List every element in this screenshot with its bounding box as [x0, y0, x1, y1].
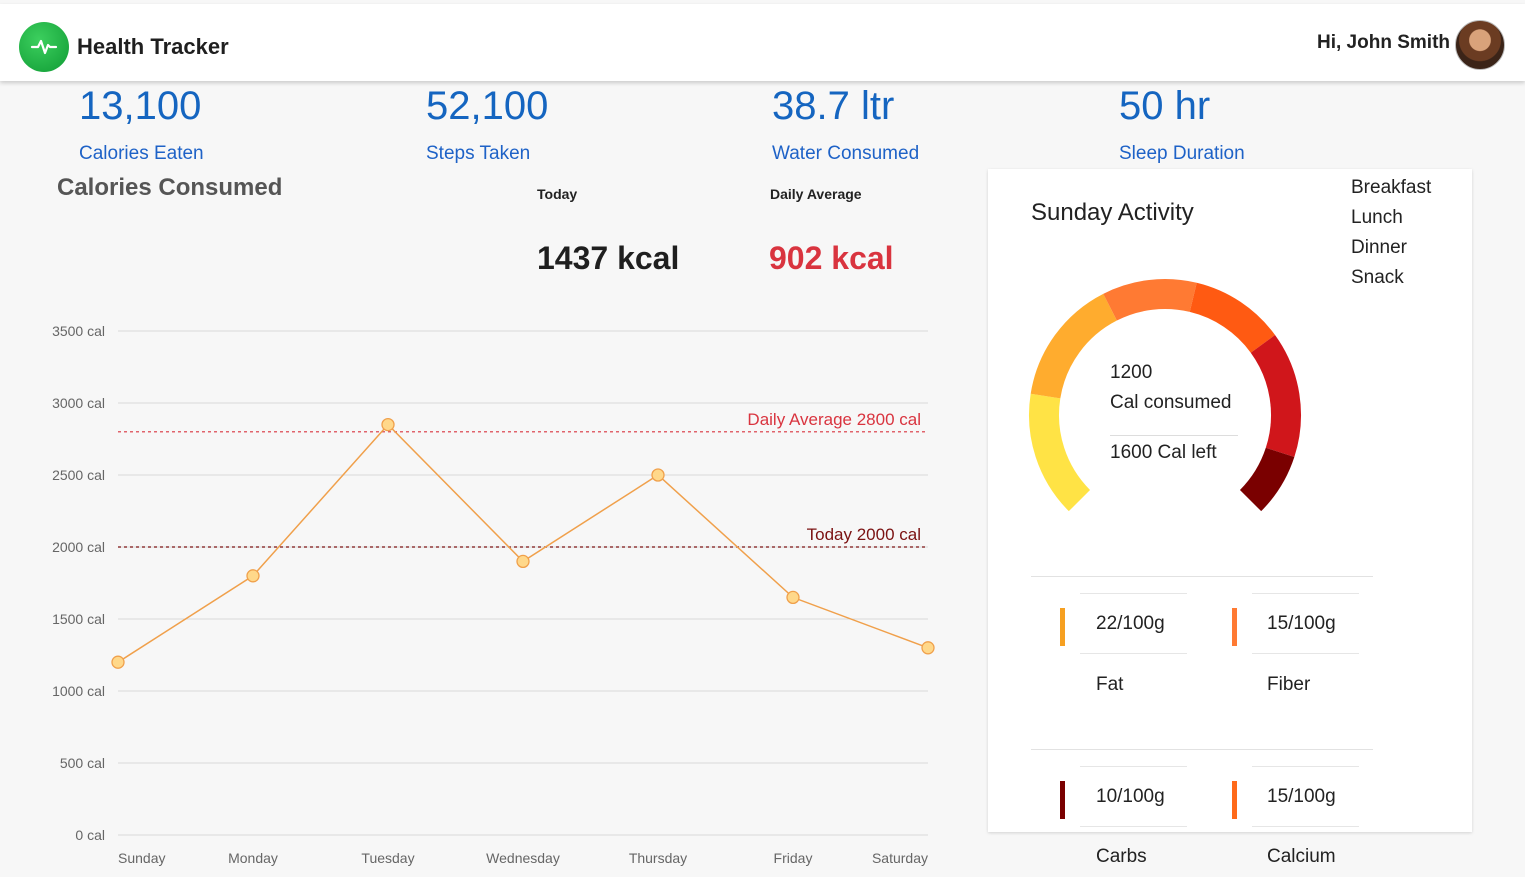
today-label: Today: [537, 186, 578, 202]
section-title: Calories Consumed: [57, 174, 283, 201]
today-kcal: 1437 kcal: [537, 240, 680, 276]
x-tick-label: Wednesday: [486, 850, 560, 866]
stat-label: Steps Taken: [426, 143, 531, 164]
x-tick-label: Monday: [228, 850, 278, 866]
divider: [1252, 593, 1359, 594]
stat-water-consumed: 38.7 ltr Water Consumed: [772, 84, 919, 164]
y-tick-label: 1500 cal: [52, 611, 105, 627]
divider: [1031, 749, 1373, 750]
gauge-segment: [1030, 293, 1118, 399]
calcium-label: Calcium: [1267, 846, 1336, 867]
x-tick-label: Sunday: [118, 850, 165, 866]
divider: [1080, 593, 1187, 594]
divider: [1080, 766, 1187, 767]
carbs-color-bar: [1060, 781, 1065, 819]
fiber-color-bar: [1232, 608, 1237, 646]
divider: [1031, 576, 1373, 577]
y-tick-label: 2000 cal: [52, 539, 105, 555]
app-title: Health Tracker: [77, 34, 229, 59]
y-tick-label: 500 cal: [60, 755, 105, 771]
calorie-gauge: [1029, 279, 1301, 512]
calcium-value: 15/100g: [1267, 786, 1336, 807]
y-tick-label: 1000 cal: [52, 683, 105, 699]
user-avatar[interactable]: [1455, 20, 1505, 70]
daily-average-kcal: 902 kcal: [769, 240, 894, 276]
y-tick-label: 3500 cal: [52, 323, 105, 339]
divider: [1080, 653, 1187, 654]
data-point: [111, 655, 125, 669]
divider: [1252, 766, 1359, 767]
divider: [1080, 826, 1187, 827]
heartbeat-icon[interactable]: [19, 22, 69, 72]
top-bar: Health Tracker Hi, John Smith: [0, 4, 1525, 81]
user-greeting: Hi, John Smith: [1317, 32, 1450, 53]
stat-value: 52,100: [426, 84, 549, 128]
fat-color-bar: [1060, 608, 1065, 646]
card-title: Sunday Activity: [1031, 199, 1194, 226]
gauge-left-label: 1600 Cal left: [1110, 442, 1217, 463]
stat-value: 13,100: [79, 84, 202, 128]
data-point: [786, 590, 800, 605]
gauge-segment: [1250, 335, 1301, 458]
carbs-label: Carbs: [1096, 846, 1147, 867]
gauge-segment: [1239, 447, 1295, 512]
divider: [1252, 826, 1359, 827]
x-tick-label: Thursday: [629, 850, 687, 866]
stat-label: Calories Eaten: [79, 143, 204, 164]
x-tick-label: Saturday: [872, 850, 928, 866]
x-tick-label: Tuesday: [361, 850, 414, 866]
fiber-value: 15/100g: [1267, 613, 1336, 634]
calories-line-chart: 0 cal 500 cal 1000 cal 1500 cal 2000 cal 2500…: [52, 323, 935, 866]
y-tick-label: 0 cal: [75, 827, 105, 843]
y-tick-label: 2500 cal: [52, 467, 105, 483]
stat-steps-taken: 52,100 Steps Taken: [426, 84, 549, 164]
data-point: [246, 569, 260, 583]
reference-line-label: Daily Average 2800 cal: [747, 410, 921, 429]
gauge-segment: [1189, 282, 1276, 354]
gauge-divider: [1110, 435, 1238, 436]
fiber-label: Fiber: [1267, 674, 1311, 695]
stat-value: 38.7 ltr: [772, 84, 895, 128]
gauge-segment: [1103, 279, 1197, 321]
stat-label: Sleep Duration: [1119, 143, 1245, 164]
carbs-value: 10/100g: [1096, 786, 1165, 807]
legend-lunch[interactable]: Lunch: [1351, 207, 1403, 228]
stat-calories-eaten: 13,100 Calories Eaten: [79, 84, 204, 164]
stat-value: 50 hr: [1119, 84, 1211, 128]
calcium-color-bar: [1232, 781, 1237, 819]
legend-breakfast[interactable]: Breakfast: [1351, 177, 1432, 198]
data-point: [516, 554, 530, 569]
legend-snack[interactable]: Snack: [1351, 267, 1404, 288]
gauge-consumed-value: 1200: [1110, 362, 1153, 383]
data-point: [921, 641, 935, 655]
data-point: [381, 417, 395, 432]
x-tick-label: Friday: [774, 850, 813, 866]
daily-average-label: Daily Average: [770, 186, 862, 202]
stat-label: Water Consumed: [772, 143, 920, 164]
y-tick-label: 3000 cal: [52, 395, 105, 411]
meal-legend: Breakfast Lunch Dinner Snack: [1351, 173, 1431, 293]
data-point: [651, 468, 665, 482]
stat-sleep-duration: 50 hr Sleep Duration: [1119, 84, 1245, 164]
legend-dinner[interactable]: Dinner: [1351, 237, 1407, 258]
fat-value: 22/100g: [1096, 613, 1165, 634]
sunday-activity-card: Sunday Activity Breakfast Lunch Dinner S…: [988, 169, 1472, 832]
reference-line-label: Today 2000 cal: [807, 525, 921, 544]
gauge-segment: [1029, 393, 1091, 512]
fat-label: Fat: [1096, 674, 1124, 695]
gauge-consumed-label: Cal consumed: [1110, 392, 1232, 413]
divider: [1252, 653, 1359, 654]
